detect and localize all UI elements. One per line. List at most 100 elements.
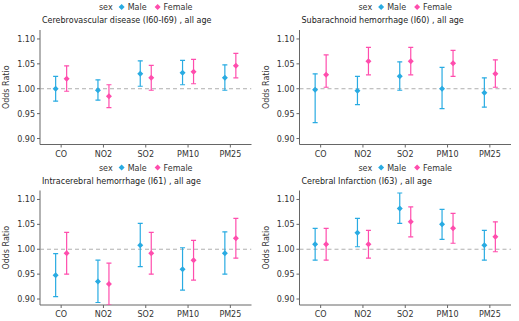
legend-marker bbox=[414, 165, 420, 171]
point bbox=[106, 281, 112, 287]
point bbox=[397, 73, 403, 79]
x-tick-label: PM10 bbox=[437, 310, 459, 319]
error-cap bbox=[397, 192, 402, 193]
point bbox=[354, 230, 360, 236]
y-tick-label: 1.10 bbox=[277, 195, 295, 204]
error-bar bbox=[222, 232, 227, 274]
error-cap bbox=[64, 65, 69, 66]
error-cap bbox=[366, 47, 371, 48]
error-bar bbox=[64, 66, 69, 91]
point bbox=[492, 71, 498, 77]
y-tick-label: 0.95 bbox=[17, 110, 35, 119]
x-tick-label: PM10 bbox=[177, 310, 199, 319]
y-tick bbox=[297, 113, 300, 114]
error-bar bbox=[53, 76, 58, 101]
error-bar bbox=[482, 78, 487, 107]
point bbox=[450, 225, 456, 231]
point bbox=[53, 86, 59, 92]
x-tick bbox=[230, 145, 231, 148]
x-tick bbox=[145, 145, 146, 148]
x-tick bbox=[405, 145, 406, 148]
legend-marker bbox=[155, 4, 161, 10]
error-cap bbox=[355, 218, 360, 219]
error-bar bbox=[64, 232, 69, 274]
legend-item: Male bbox=[378, 164, 406, 173]
error-bar bbox=[180, 60, 185, 84]
error-cap bbox=[222, 90, 227, 91]
error-cap bbox=[440, 239, 445, 240]
error-cap bbox=[53, 76, 58, 77]
y-tick-label: 1.05 bbox=[277, 220, 295, 229]
reference-line bbox=[300, 88, 512, 89]
point bbox=[439, 86, 445, 92]
error-bar bbox=[138, 223, 143, 266]
error-cap bbox=[397, 90, 402, 91]
y-axis-label: Odds Ratio bbox=[262, 226, 271, 270]
error-bar bbox=[355, 218, 360, 246]
y-tick bbox=[37, 199, 40, 200]
legend-label: Female bbox=[164, 3, 193, 12]
legend-label: Male bbox=[387, 164, 406, 173]
y-tick-label: 1.10 bbox=[17, 195, 35, 204]
y-tick bbox=[37, 274, 40, 275]
legend-item: Female bbox=[414, 164, 452, 173]
error-cap bbox=[95, 302, 100, 303]
x-tick-label: SO2 bbox=[397, 310, 413, 319]
y-tick-label: 0.95 bbox=[277, 270, 295, 279]
x-tick-label: SO2 bbox=[138, 310, 154, 319]
y-axis bbox=[40, 191, 41, 306]
x-tick bbox=[362, 145, 363, 148]
point bbox=[312, 87, 318, 93]
error-cap bbox=[482, 230, 487, 231]
reference-line bbox=[300, 249, 512, 250]
error-bar bbox=[482, 230, 487, 260]
x-tick-label: PM10 bbox=[177, 150, 199, 159]
error-bar bbox=[440, 67, 445, 108]
error-cap bbox=[482, 107, 487, 108]
point bbox=[222, 250, 228, 256]
point bbox=[408, 219, 414, 225]
error-cap bbox=[482, 260, 487, 261]
error-cap bbox=[451, 76, 456, 77]
error-bar bbox=[180, 248, 185, 290]
error-cap bbox=[355, 104, 360, 105]
legend-title: sex bbox=[99, 3, 113, 12]
legend-item: Female bbox=[414, 3, 452, 12]
y-tick bbox=[297, 199, 300, 200]
error-bar bbox=[95, 260, 100, 302]
point bbox=[180, 266, 186, 272]
error-cap bbox=[191, 83, 196, 84]
legend-marker bbox=[119, 4, 125, 10]
legend-label: Male bbox=[128, 164, 147, 173]
error-cap bbox=[233, 53, 238, 54]
y-tick-label: 1.00 bbox=[277, 85, 295, 94]
error-cap bbox=[233, 218, 238, 219]
point bbox=[53, 272, 59, 278]
error-bar bbox=[440, 209, 445, 239]
legend-title: sex bbox=[358, 164, 372, 173]
y-tick-label: 0.90 bbox=[277, 295, 295, 304]
error-bar bbox=[106, 85, 111, 108]
error-cap bbox=[408, 236, 413, 237]
title: Intracerebral hemorrhage (I61) , all age bbox=[42, 177, 201, 186]
error-cap bbox=[233, 258, 238, 259]
plot-area bbox=[300, 47, 512, 122]
point bbox=[137, 242, 143, 248]
legend-item: Female bbox=[155, 3, 193, 12]
point bbox=[481, 242, 487, 248]
legend-marker bbox=[155, 165, 161, 171]
title: Subarachnoid hemorrhage (I60) , all age bbox=[302, 16, 464, 25]
error-cap bbox=[138, 266, 143, 267]
point bbox=[481, 90, 487, 96]
point bbox=[233, 63, 239, 69]
point bbox=[95, 279, 101, 285]
point bbox=[365, 58, 371, 64]
x-tick-label: PM25 bbox=[219, 150, 241, 159]
error-cap bbox=[53, 253, 58, 254]
y-tick bbox=[37, 113, 40, 114]
point bbox=[191, 257, 197, 263]
error-bar bbox=[138, 61, 143, 86]
error-cap bbox=[324, 54, 329, 55]
x-tick-label: CO bbox=[55, 150, 67, 159]
y-tick bbox=[297, 224, 300, 225]
